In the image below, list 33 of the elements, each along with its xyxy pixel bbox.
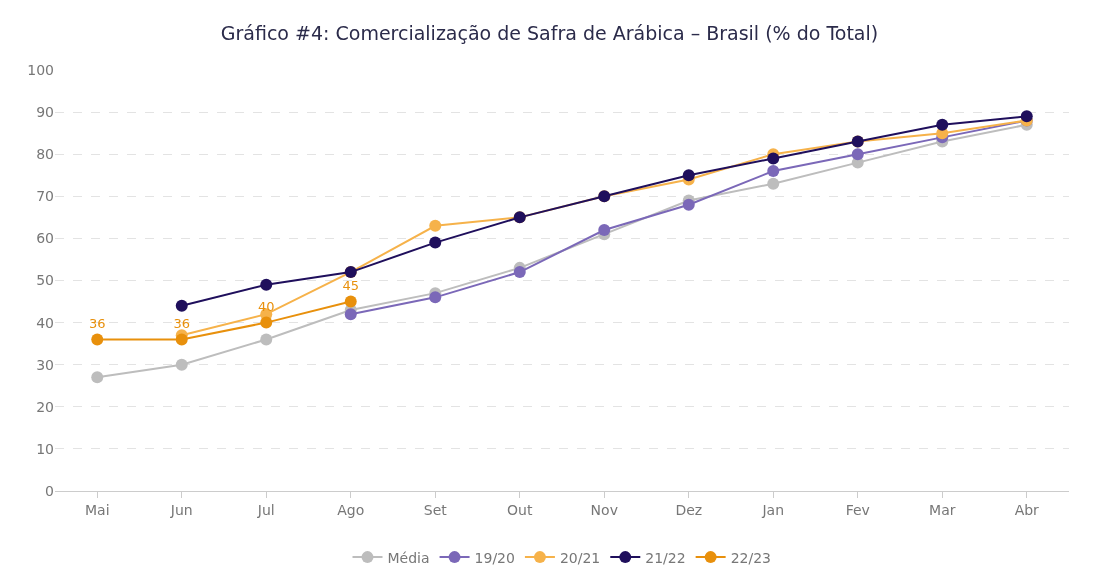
- x-tick-label: Abr: [1014, 501, 1040, 518]
- x-tick-label: Mar: [929, 501, 956, 518]
- y-tick-label: 60: [36, 230, 54, 247]
- chart-title: Gráfico #4: Comercialização de Safra de Arábica – Brasil (% do Total): [220, 21, 879, 44]
- y-tick-label: 50: [36, 272, 54, 289]
- y-tick-label: 30: [36, 356, 54, 373]
- x-tick-label: Set: [423, 501, 448, 518]
- legend-label: 21/22: [645, 549, 686, 566]
- data-label: 36: [88, 315, 106, 331]
- x-tick-label: Fev: [845, 501, 870, 518]
- x-tick-label: Out: [507, 501, 533, 518]
- y-tick-label: 10: [36, 440, 54, 457]
- x-tick-label: Ago: [337, 501, 365, 518]
- y-tick-label: 80: [36, 146, 54, 163]
- data-label: 45: [342, 277, 360, 293]
- y-tick-label: 40: [36, 314, 54, 331]
- data-label: 40: [257, 298, 275, 314]
- x-tick-label: Jan: [761, 501, 785, 518]
- y-tick-label: 0: [45, 482, 54, 499]
- legend-label: 20/21: [559, 549, 601, 566]
- x-tick-label: Jul: [256, 501, 275, 518]
- x-tick-label: Dez: [675, 501, 703, 518]
- x-tick-label: Nov: [590, 501, 618, 518]
- x-tick-label: Mai: [84, 501, 110, 518]
- y-tick-label: 70: [36, 188, 54, 205]
- legend-label: Média: [387, 549, 430, 566]
- legend-label: 19/20: [474, 549, 515, 566]
- data-label: 36: [173, 315, 191, 331]
- y-tick-label: 20: [36, 398, 54, 415]
- x-tick-label: Jun: [169, 501, 193, 518]
- y-tick-label: 100: [27, 61, 54, 78]
- legend-label: 22/23: [730, 549, 771, 566]
- y-tick-label: 90: [36, 104, 54, 120]
